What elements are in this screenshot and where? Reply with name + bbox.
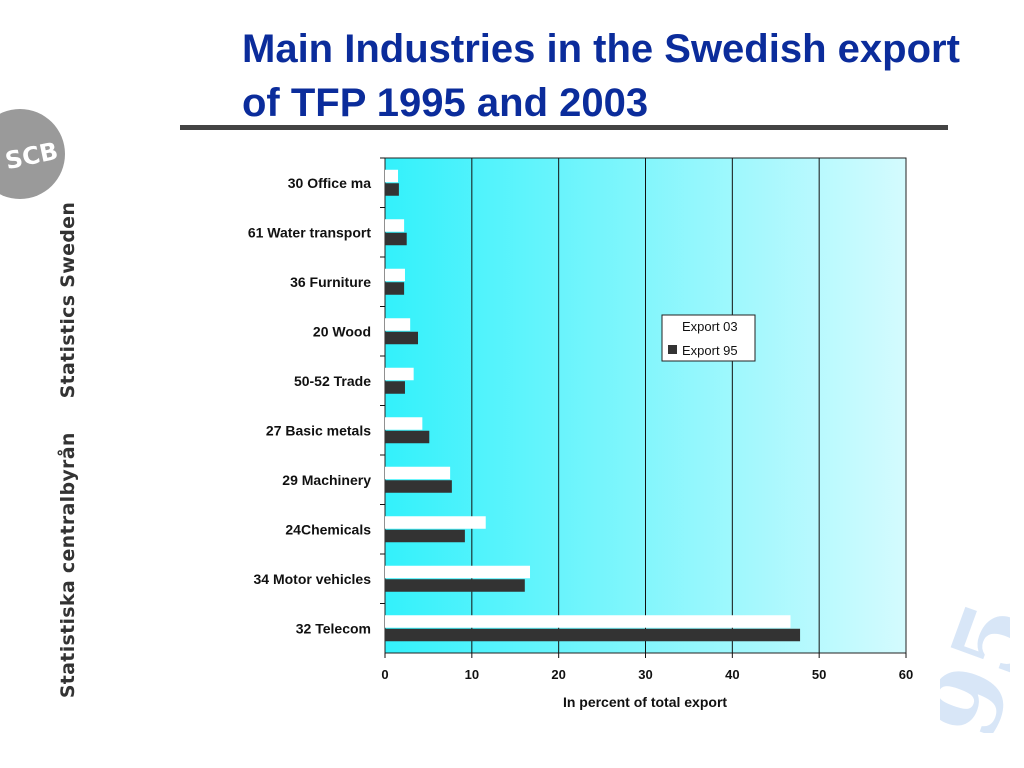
bar-export-95-36-furniture — [385, 282, 405, 295]
bar-export-03-29-machinery — [385, 466, 451, 480]
category-label-32-telecom: 32 Telecom — [296, 620, 371, 636]
legend-label-export-95: Export 95 — [682, 343, 738, 358]
bar-export-95-27-basic-metals — [385, 430, 430, 444]
category-label-36-furniture: 36 Furniture — [290, 274, 371, 290]
bar-export-03-50-52-trade — [385, 367, 414, 381]
category-label-24chemicals: 24Chemicals — [285, 521, 371, 537]
x-axis-title: In percent of total export — [563, 694, 727, 710]
category-label-30-office-ma: 30 Office ma — [288, 175, 371, 191]
category-label-27-basic-metals: 27 Basic metals — [266, 422, 371, 438]
legend-box — [661, 314, 756, 362]
bar-export-03-61-water-transport — [385, 219, 405, 232]
bar-export-03-27-basic-metals — [385, 417, 423, 430]
watermark-95: 95 — [940, 598, 1010, 733]
title-underline-short — [180, 125, 230, 130]
title-underline — [230, 125, 948, 130]
watermark-text: 95 — [940, 598, 1010, 733]
category-label-20-wood: 20 Wood — [313, 323, 371, 339]
legend-label-export-03: Export 03 — [682, 319, 738, 334]
bar-export-95-50-52-trade — [385, 381, 405, 394]
x-tick-label-20: 20 — [551, 667, 565, 682]
bar-export-95-61-water-transport — [385, 232, 407, 246]
bar-export-95-29-machinery — [385, 480, 452, 493]
slide-title: Main Industries in the Swedish export of… — [242, 27, 960, 125]
bar-export-95-20-wood — [385, 331, 418, 345]
legend-swatch-export-03 — [668, 322, 677, 331]
category-label-50-52-trade: 50-52 Trade — [294, 373, 371, 389]
bar-export-95-24chemicals — [385, 529, 465, 543]
bar-export-03-24chemicals — [385, 516, 486, 529]
category-label-34-motor-vehicles: 34 Motor vehicles — [254, 571, 372, 587]
bar-export-03-36-furniture — [385, 268, 405, 282]
x-tick-label-60: 60 — [899, 667, 913, 682]
category-label-29-machinery: 29 Machinery — [282, 472, 371, 488]
scb-logo: SCB — [0, 109, 65, 199]
bar-export-03-20-wood — [385, 318, 411, 331]
bar-export-95-32-telecom — [385, 628, 801, 642]
category-label-61-water-transport: 61 Water transport — [248, 224, 372, 240]
bar-export-03-34-motor-vehicles — [385, 565, 531, 579]
bar-export-03-32-telecom — [385, 615, 791, 628]
legend-swatch-export-95 — [668, 345, 677, 354]
x-tick-label-40: 40 — [725, 667, 739, 682]
x-tick-label-50: 50 — [812, 667, 826, 682]
bar-export-03-30-office-ma — [385, 169, 399, 183]
bar-export-95-34-motor-vehicles — [385, 579, 525, 592]
legend: Export 03 Export 95 — [661, 314, 756, 362]
x-tick-label-10: 10 — [465, 667, 479, 682]
bar-export-95-30-office-ma — [385, 183, 399, 196]
x-tick-label-30: 30 — [638, 667, 652, 682]
x-tick-label-0: 0 — [381, 667, 388, 682]
